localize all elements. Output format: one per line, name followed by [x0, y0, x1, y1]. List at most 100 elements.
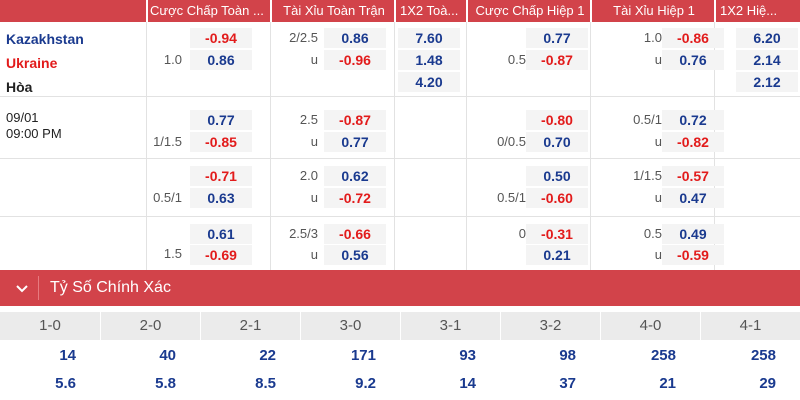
h1-under-odds[interactable]: 0.76 [662, 50, 724, 70]
header-blank [0, 0, 146, 22]
column-divider [146, 22, 147, 270]
h1-handicap-odds-home[interactable]: -0.31 [526, 224, 588, 244]
h1-over-under-line: 0.5 [643, 226, 662, 241]
match-date: 09/01 [6, 110, 39, 125]
score-odds-away[interactable]: 29 [759, 375, 776, 392]
h1-handicap-line: 0.5 [507, 52, 526, 67]
score-odds-away[interactable]: 9.2 [355, 375, 376, 392]
h1-handicap-odds-away[interactable]: -0.60 [526, 188, 588, 208]
h1-handicap-odds-away[interactable]: -0.87 [526, 50, 588, 70]
ft-over-odds[interactable]: -0.87 [324, 110, 386, 130]
score-label: 3-2 [501, 312, 600, 340]
ft-handicap-odds-away[interactable]: -0.85 [190, 132, 252, 152]
score-label: 4-1 [701, 312, 800, 340]
ft-handicap-line: 1.5 [163, 246, 182, 261]
ft-under-label: u [310, 52, 318, 67]
ft-under-odds[interactable]: 0.56 [324, 245, 386, 265]
score-odds-home[interactable]: 22 [259, 347, 276, 364]
h1-1x2-away[interactable]: 2.14 [736, 50, 798, 70]
ft-1x2-home[interactable]: 7.60 [398, 28, 460, 48]
score-odds-away[interactable]: 14 [459, 375, 476, 392]
ft-1x2-draw[interactable]: 4.20 [398, 72, 460, 92]
score-odds-home[interactable]: 258 [750, 347, 776, 364]
score-odds-away[interactable]: 37 [559, 375, 576, 392]
score-label: 2-0 [101, 312, 200, 340]
ft-under-odds[interactable]: -0.96 [324, 50, 386, 70]
score-label: 4-0 [601, 312, 700, 340]
ft-handicap-odds-home[interactable]: 0.77 [190, 110, 252, 130]
header-ft-handicap[interactable]: Cược Chấp Toàn ... [148, 0, 270, 22]
h1-over-odds[interactable]: 0.49 [662, 224, 724, 244]
ft-over-under-line: 2.0 [299, 168, 318, 183]
ft-1x2-away[interactable]: 1.48 [398, 50, 460, 70]
ft-handicap-odds-home[interactable]: 0.61 [190, 224, 252, 244]
h1-handicap-line: 0.5/1 [497, 190, 526, 205]
ft-under-label: u [310, 247, 318, 262]
row-divider [0, 96, 800, 97]
h1-1x2-draw[interactable]: 2.12 [736, 72, 798, 92]
h1-handicap-odds-away[interactable]: 0.21 [526, 245, 588, 265]
score-odds-away[interactable]: 21 [659, 375, 676, 392]
h1-1x2-home[interactable]: 6.20 [736, 28, 798, 48]
ft-under-odds[interactable]: -0.72 [324, 188, 386, 208]
h1-under-odds[interactable]: -0.59 [662, 245, 724, 265]
score-odds-home[interactable]: 258 [650, 347, 676, 364]
header-ft-over-under[interactable]: Tài Xỉu Toàn Trận [272, 0, 394, 22]
h1-under-label: u [654, 247, 662, 262]
score-odds-home[interactable]: 14 [59, 347, 76, 364]
score-label: 2-1 [201, 312, 300, 340]
ft-handicap-odds-away[interactable]: -0.69 [190, 245, 252, 265]
ft-under-label: u [310, 134, 318, 149]
draw-label: Hòa [6, 79, 33, 95]
ft-handicap-odds-away[interactable]: 0.86 [190, 50, 252, 70]
h1-under-label: u [654, 190, 662, 205]
h1-over-odds[interactable]: 0.72 [662, 110, 724, 130]
score-odds-away[interactable]: 5.6 [55, 375, 76, 392]
h1-under-label: u [654, 134, 662, 149]
h1-handicap-odds-away[interactable]: 0.70 [526, 132, 588, 152]
ft-handicap-odds-away[interactable]: 0.63 [190, 188, 252, 208]
ft-under-odds[interactable]: 0.77 [324, 132, 386, 152]
header-ft-1x2[interactable]: 1X2 Toà... [396, 0, 466, 22]
row-divider [0, 216, 800, 217]
h1-handicap-odds-home[interactable]: 0.77 [526, 28, 588, 48]
column-divider [270, 22, 271, 270]
ft-handicap-odds-home[interactable]: -0.71 [190, 166, 252, 186]
column-divider [466, 22, 467, 270]
header-h1-handicap[interactable]: Cược Chấp Hiệp 1 [468, 0, 590, 22]
chevron-down-icon[interactable] [14, 280, 30, 301]
h1-under-label: u [654, 52, 662, 67]
h1-over-odds[interactable]: -0.57 [662, 166, 724, 186]
ft-under-label: u [310, 190, 318, 205]
match-time: 09:00 PM [6, 126, 62, 141]
correct-score-header[interactable]: Tỷ Số Chính Xác [0, 270, 800, 306]
ft-over-odds[interactable]: 0.86 [324, 28, 386, 48]
ft-over-odds[interactable]: 0.62 [324, 166, 386, 186]
h1-under-odds[interactable]: -0.82 [662, 132, 724, 152]
header-h1-over-under[interactable]: Tài Xỉu Hiệp 1 [592, 0, 714, 22]
h1-handicap-line: 0/0.5 [497, 134, 526, 149]
score-odds-home[interactable]: 93 [459, 347, 476, 364]
score-odds-away[interactable]: 8.5 [255, 375, 276, 392]
ft-handicap-odds-home[interactable]: -0.94 [190, 28, 252, 48]
header-h1-1x2[interactable]: 1X2 Hiệ... [716, 0, 800, 22]
h1-over-odds[interactable]: -0.86 [662, 28, 724, 48]
h1-handicap-line: 0 [518, 226, 526, 241]
h1-handicap-odds-home[interactable]: 0.50 [526, 166, 588, 186]
ft-over-odds[interactable]: -0.66 [324, 224, 386, 244]
ft-handicap-line: 1/1.5 [153, 134, 182, 149]
score-label: 3-0 [301, 312, 400, 340]
header-divider [38, 276, 39, 300]
score-odds-away[interactable]: 5.8 [155, 375, 176, 392]
score-odds-home[interactable]: 40 [159, 347, 176, 364]
column-divider [394, 22, 395, 270]
h1-under-odds[interactable]: 0.47 [662, 188, 724, 208]
score-label: 3-1 [401, 312, 500, 340]
score-odds-home[interactable]: 98 [559, 347, 576, 364]
column-divider [590, 22, 591, 270]
score-odds-home[interactable]: 171 [350, 347, 376, 364]
ft-over-under-line: 2/2.5 [289, 30, 318, 45]
ft-over-under-line: 2.5/3 [289, 226, 318, 241]
h1-handicap-odds-home[interactable]: -0.80 [526, 110, 588, 130]
ft-handicap-line: 0.5/1 [153, 190, 182, 205]
